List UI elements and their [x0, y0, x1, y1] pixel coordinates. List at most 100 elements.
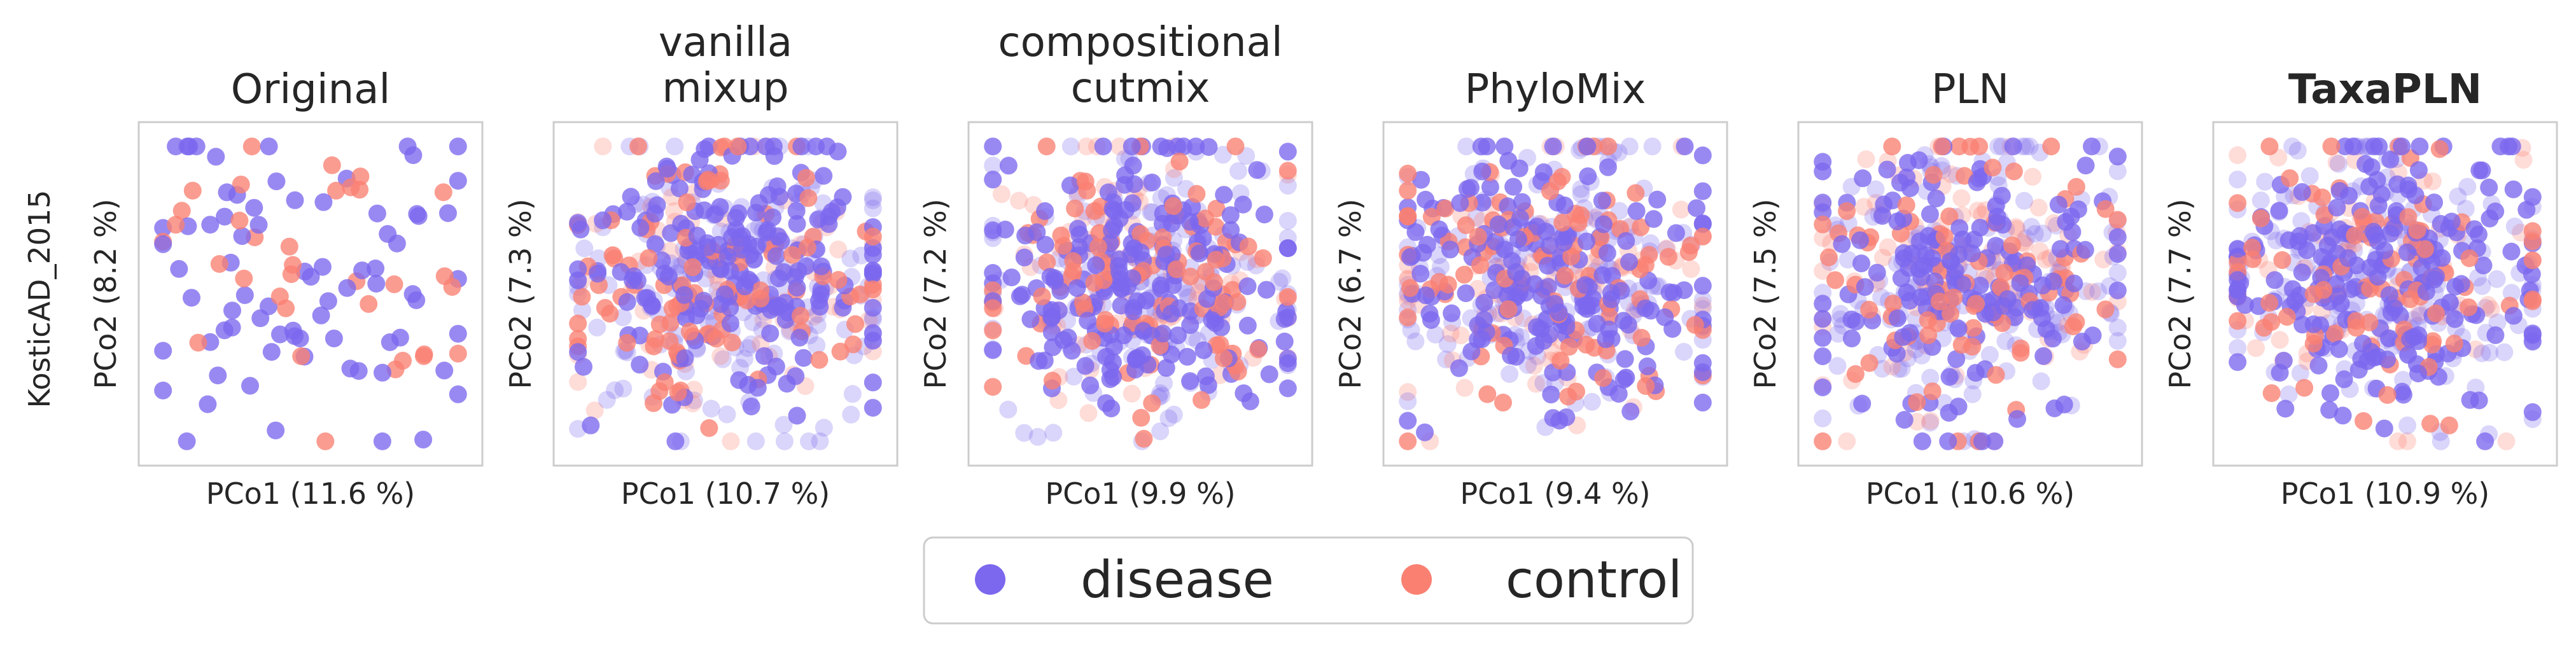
disease-point: [1159, 409, 1178, 427]
control-point: [1525, 357, 1543, 375]
control-point: [2229, 312, 2247, 330]
control-point: [640, 249, 658, 267]
disease-point: [735, 350, 753, 368]
disease-point: [1927, 190, 1945, 208]
disease-point: [776, 294, 794, 312]
disease-point: [594, 211, 612, 230]
control-point: [1010, 191, 1028, 210]
control-point: [2083, 282, 2101, 301]
panel-4: PLN PCo1 (10.6 %) PCo2 (7.5 %): [1748, 66, 2143, 511]
disease-point: [1617, 368, 1635, 387]
disease-point: [1234, 195, 1252, 214]
disease-point: [765, 147, 783, 165]
disease-point: [2504, 180, 2523, 198]
disease-point: [368, 204, 386, 223]
disease-point: [2409, 326, 2428, 345]
control-point: [646, 330, 664, 349]
control-point: [1064, 252, 1082, 270]
disease-point: [1814, 378, 1832, 396]
disease-point: [1987, 237, 2005, 255]
control-point: [618, 334, 636, 352]
disease-point: [1953, 275, 1971, 293]
control-point: [984, 321, 1002, 340]
disease-point: [1842, 329, 1861, 348]
disease-point: [618, 293, 636, 311]
disease-point: [2354, 335, 2372, 352]
control-point: [2012, 339, 2030, 357]
disease-point: [575, 357, 592, 376]
control-point: [2355, 412, 2372, 430]
control-point: [2479, 296, 2497, 314]
disease-point: [2365, 137, 2383, 156]
disease-point: [2329, 155, 2348, 173]
control-point: [661, 332, 679, 350]
control-point: [2005, 162, 2023, 181]
control-point: [680, 322, 699, 341]
disease-point: [1921, 205, 1939, 223]
control-point: [650, 316, 669, 333]
control-point: [1921, 412, 1940, 430]
disease-point: [1203, 311, 1221, 329]
disease-point: [1693, 182, 1712, 200]
disease-point: [2330, 182, 2349, 200]
panel-0: Original PCo1 (11.6 %) PCo2 (8.2 %): [88, 66, 484, 511]
control-point: [1205, 273, 1223, 291]
control-point: [2460, 298, 2478, 317]
control-point: [1436, 199, 1455, 218]
disease-point: [2251, 191, 2270, 210]
disease-point: [729, 204, 748, 223]
disease-point: [1124, 156, 1142, 175]
disease-point: [2523, 326, 2542, 344]
disease-point: [1663, 320, 1682, 338]
disease-point: [267, 172, 286, 191]
disease-point: [2292, 212, 2311, 230]
control-point: [1942, 165, 1960, 183]
control-point: [2007, 220, 2026, 238]
disease-point: [1270, 272, 1289, 291]
disease-point: [1992, 186, 2011, 205]
disease-point: [2335, 370, 2353, 389]
control-point: [1196, 209, 1214, 228]
control-point: [1693, 227, 1712, 246]
disease-point: [1432, 258, 1450, 276]
control-point: [232, 176, 250, 194]
disease-point: [319, 292, 337, 310]
disease-point: [2495, 343, 2514, 361]
disease-point: [2015, 191, 2033, 210]
disease-point: [1648, 190, 1667, 209]
disease-point: [398, 137, 417, 156]
control-point: [792, 307, 809, 325]
control-point: [1693, 296, 1712, 315]
disease-point: [2456, 200, 2475, 218]
disease-point: [1152, 276, 1170, 295]
disease-point: [1123, 194, 1142, 212]
control-point: [1399, 164, 1417, 183]
control-point: [242, 137, 261, 156]
disease-point: [788, 406, 806, 425]
disease-point: [744, 313, 762, 331]
control-point: [2327, 153, 2346, 172]
disease-point: [2267, 232, 2285, 250]
control-point: [2006, 218, 2025, 236]
disease-point: [1579, 167, 1597, 186]
control-point: [1814, 262, 1832, 280]
disease-point: [698, 238, 717, 256]
control-point: [1089, 238, 1107, 256]
disease-point: [1477, 323, 1495, 341]
control-point: [385, 275, 403, 293]
control-point: [810, 350, 829, 369]
disease-point: [1127, 350, 1145, 369]
disease-point: [1103, 200, 1122, 218]
disease-point: [154, 381, 172, 399]
disease-point: [1600, 320, 1618, 338]
disease-point: [768, 177, 787, 195]
control-point: [2271, 331, 2289, 349]
disease-point: [715, 285, 734, 303]
disease-point: [1248, 161, 1266, 179]
control-point: [2064, 317, 2082, 336]
control-point: [1135, 429, 1153, 448]
disease-point: [1475, 293, 1494, 312]
disease-point: [249, 216, 268, 234]
control-point: [292, 347, 311, 365]
